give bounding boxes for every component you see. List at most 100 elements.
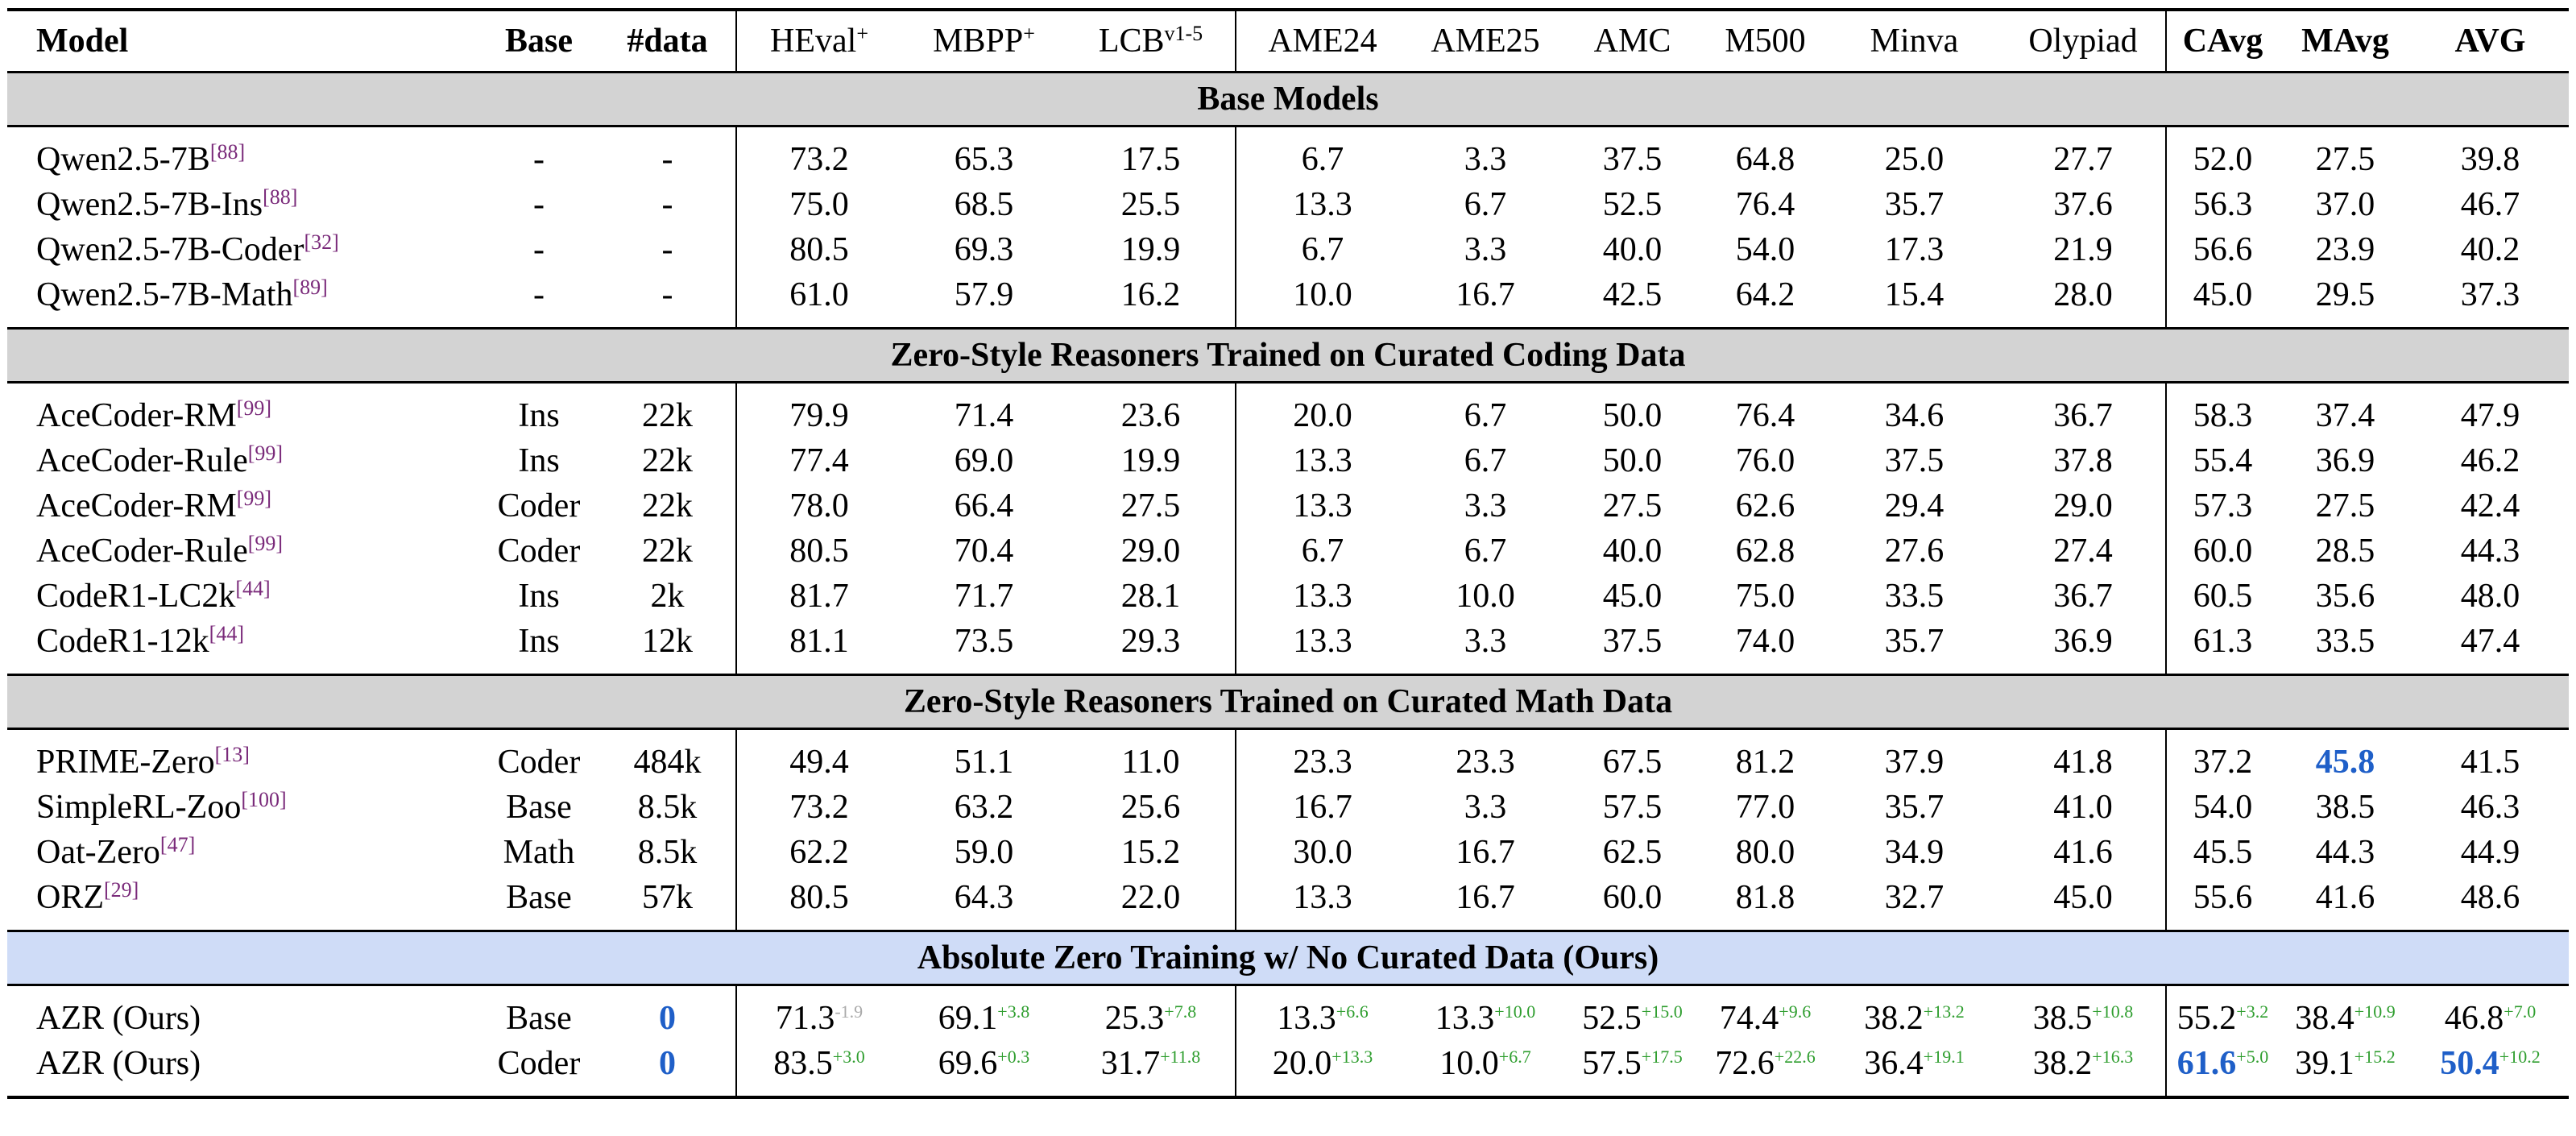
citation: [44]: [235, 577, 270, 600]
data-cell: 80.5: [736, 875, 901, 920]
cell-text: 48.6: [2460, 879, 2520, 916]
cell-text: 38.2: [2032, 1045, 2093, 1082]
cell-text: Ins: [518, 397, 560, 434]
cell-text: 46.8: [2444, 1000, 2504, 1037]
data-cell: 23.6: [1066, 393, 1236, 438]
superscript: v1-5: [1165, 22, 1203, 45]
data-cell: 81.2: [1703, 740, 1828, 785]
spacer-cell: [901, 985, 1066, 997]
cell-text: 6.7: [1301, 533, 1344, 570]
citation-text: [99]: [236, 396, 272, 420]
data-cell: 17.5: [1066, 137, 1236, 182]
cell-text: 37.5: [1602, 141, 1663, 178]
cell-text: 62.5: [1602, 834, 1663, 871]
cell-text: Base: [506, 789, 572, 826]
spacer-cell: [599, 664, 737, 675]
data-cell: 61.0: [736, 272, 901, 317]
column-header: Minva: [1828, 10, 2001, 73]
spacer-cell: [1828, 1086, 2001, 1099]
column-header: Olypiad: [2001, 10, 2167, 73]
cell-text: 50.0: [1602, 442, 1663, 479]
cell-text: 60.0: [1602, 879, 1663, 916]
column-header: HEval+: [736, 10, 901, 73]
cell-text: -: [533, 141, 545, 178]
data-cell: 46.8+7.0: [2412, 996, 2569, 1041]
spacer-cell: [1066, 382, 1236, 393]
spacer-cell: [1066, 985, 1236, 996]
spacer-row: [7, 1086, 2569, 1099]
data-cell: 83.5+3.0: [736, 1041, 901, 1086]
citation: [13]: [215, 743, 250, 766]
cell-text: 37.6: [2053, 186, 2113, 223]
section-header: Zero-Style Reasoners Trained on Curated …: [7, 674, 2569, 730]
cell-text: 13.3: [1293, 578, 1352, 615]
data-cell: 52.0: [2166, 137, 2279, 182]
data-row: ORZ[29] Base 57k 80.5 64.3 22.0 13.3 16.7 60.0 81…: [7, 875, 2569, 920]
cell-text: 31.7: [1100, 1045, 1161, 1082]
cell-text: AceCoder-Rule: [36, 533, 248, 570]
cell-text: 34.6: [1884, 397, 1944, 434]
cell-text: M500: [1725, 23, 1806, 60]
data-cell: 16.7: [1409, 272, 1562, 317]
cell-text: 56.6: [2193, 231, 2253, 268]
citation-text: [44]: [235, 577, 271, 600]
data-cell: 6.7: [1409, 529, 1562, 574]
cell-text: -: [533, 231, 545, 268]
cell-text: 39.1: [2295, 1045, 2354, 1082]
data-cell: 69.0: [901, 438, 1066, 483]
cell-text: Math: [503, 834, 575, 871]
cell-text: AceCoder-RM: [36, 487, 237, 524]
cell-text: 42.4: [2460, 487, 2520, 524]
data-cell: 60.0: [2166, 529, 2279, 574]
cell-text: 56.3: [2193, 186, 2253, 223]
spacer-cell: [1828, 664, 2001, 675]
table-header: Model Base #data HEval+ MBPP+ LCBv1-5 AME24 AME…: [7, 10, 2569, 73]
data-cell: 10.0: [1236, 272, 1409, 317]
column-header: AVG: [2412, 10, 2569, 73]
delta: +10.9: [2354, 1001, 2396, 1022]
spacer-cell: [1236, 729, 1409, 740]
data-cell: 13.3: [1236, 182, 1409, 227]
cell-text: 83.5: [773, 1045, 833, 1082]
data-cell: 33.5: [2279, 619, 2412, 664]
spacer-cell: [2279, 383, 2412, 394]
spacer-cell: [1409, 985, 1562, 997]
data-cell: 62.8: [1703, 529, 1828, 574]
cell-text: Qwen2.5-7B-Coder: [36, 231, 304, 268]
data-cell: 56.3: [2166, 182, 2279, 227]
delta-text: +3.0: [832, 1047, 865, 1067]
citation: [99]: [248, 442, 283, 465]
cell-text: Minva: [1870, 23, 1959, 60]
cell-text: 69.0: [954, 442, 1014, 479]
cell-text: 37.4: [2315, 397, 2375, 434]
cell-text: 13.3: [1435, 1000, 1495, 1037]
data-cell: 27.4: [2001, 529, 2167, 574]
delta-text: +15.0: [1641, 1001, 1683, 1022]
delta: +13.3: [1331, 1047, 1373, 1067]
data-cell: 57.9: [901, 272, 1066, 317]
data-cell: 70.4: [901, 529, 1066, 574]
spacer-cell: [1562, 126, 1703, 138]
model-cell: AceCoder-RM[99]: [7, 483, 478, 529]
delta-text: +6.6: [1336, 1001, 1369, 1022]
data-row: SimpleRL-Zoo[100] Base 8.5k 73.2 63.2 25.6 16.…: [7, 785, 2569, 830]
cell-text: Coder: [497, 1045, 581, 1082]
superscript-text: +: [856, 22, 868, 45]
cell-text: 13.3: [1293, 186, 1352, 223]
section-title-text: Zero-Style Reasoners Trained on Curated …: [903, 683, 1673, 720]
cell-text: ORZ: [36, 879, 104, 916]
section-title-text: Zero-Style Reasoners Trained on Curated …: [890, 337, 1686, 374]
data-row: Oat-Zero[47] Math 8.5k 62.2 59.0 15.2 30.0 16.7…: [7, 830, 2569, 875]
spacer-cell: [1562, 920, 1703, 931]
cell-text: 36.9: [2315, 442, 2375, 479]
data-cell: 20.0: [1236, 393, 1409, 438]
citation: [100]: [241, 788, 286, 811]
spacer-cell: [901, 920, 1066, 931]
cell-text: 78.0: [789, 487, 849, 524]
delta-text: +11.8: [1160, 1047, 1201, 1067]
cell-text: 13.3: [1277, 1000, 1336, 1037]
spacer-cell: [1828, 383, 2001, 394]
data-cell: 41.6: [2279, 875, 2412, 920]
data-cell: Ins: [478, 619, 599, 664]
